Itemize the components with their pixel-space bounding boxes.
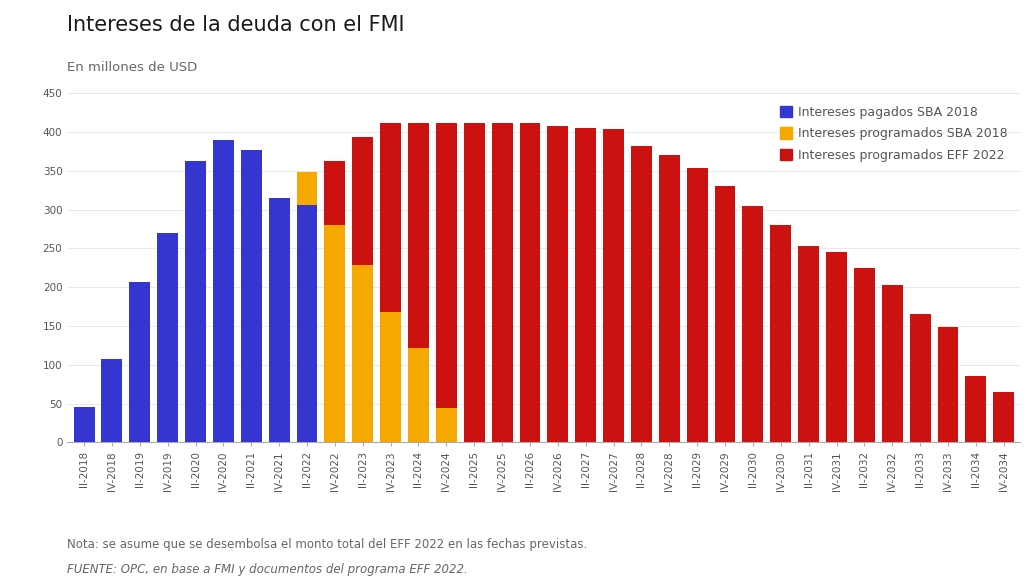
Bar: [74, 407, 94, 442]
Bar: [324, 161, 345, 442]
Bar: [910, 314, 930, 442]
Bar: [659, 155, 680, 442]
Bar: [436, 408, 457, 442]
Bar: [715, 186, 736, 442]
Bar: [854, 268, 874, 442]
Bar: [436, 123, 457, 442]
Bar: [492, 123, 513, 442]
Bar: [296, 205, 317, 442]
Bar: [157, 233, 178, 442]
Bar: [882, 285, 902, 442]
Bar: [352, 265, 373, 442]
Bar: [324, 225, 345, 442]
Bar: [547, 126, 569, 442]
Bar: [130, 282, 150, 442]
Bar: [102, 359, 122, 442]
Bar: [743, 205, 764, 442]
Bar: [464, 123, 485, 442]
Legend: Intereses pagados SBA 2018, Intereses programados SBA 2018, Intereses programado: Intereses pagados SBA 2018, Intereses pr…: [773, 100, 1014, 168]
Bar: [966, 377, 986, 442]
Text: En millones de USD: En millones de USD: [67, 61, 198, 74]
Bar: [240, 150, 262, 442]
Text: FUENTE: OPC, en base a FMI y documentos del programa EFF 2022.: FUENTE: OPC, en base a FMI y documentos …: [67, 563, 468, 576]
Bar: [826, 252, 847, 442]
Bar: [268, 198, 290, 442]
Bar: [185, 161, 206, 442]
Bar: [603, 129, 624, 442]
Bar: [575, 128, 596, 442]
Bar: [380, 312, 401, 442]
Bar: [687, 168, 708, 442]
Bar: [798, 246, 819, 442]
Bar: [938, 328, 958, 442]
Text: Nota: se asume que se desembolsa el monto total del EFF 2022 en las fechas previ: Nota: se asume que se desembolsa el mont…: [67, 538, 587, 551]
Bar: [631, 146, 652, 442]
Bar: [408, 123, 429, 442]
Bar: [771, 225, 792, 442]
Bar: [408, 347, 429, 442]
Bar: [296, 172, 317, 442]
Bar: [380, 123, 401, 442]
Bar: [994, 392, 1014, 442]
Bar: [352, 137, 373, 442]
Bar: [519, 123, 541, 442]
Bar: [213, 140, 234, 442]
Text: Intereses de la deuda con el FMI: Intereses de la deuda con el FMI: [67, 15, 405, 34]
